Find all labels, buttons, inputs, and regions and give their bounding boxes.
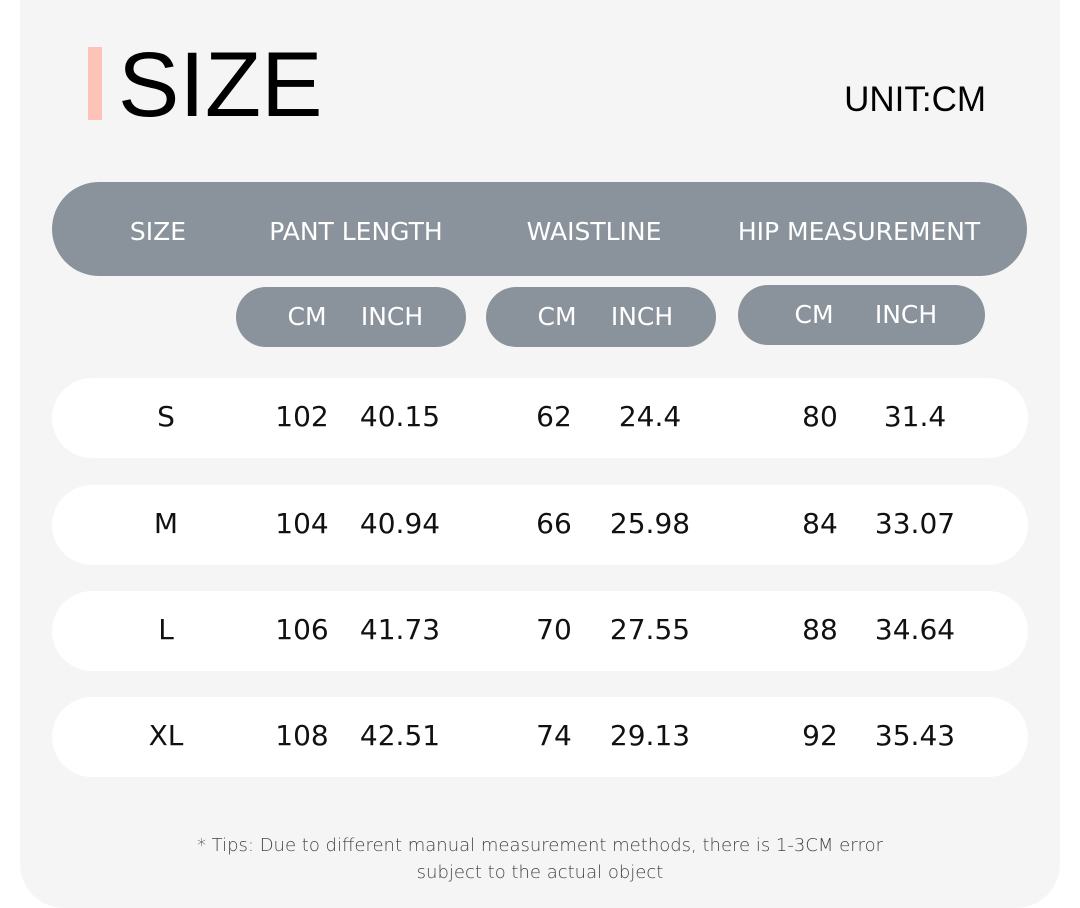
table-cell: 66 (536, 507, 572, 540)
table-cell: XL (148, 719, 184, 752)
table-cell: 25.98 (609, 507, 691, 540)
table-cell: M (153, 507, 179, 540)
table-cell: 41.73 (359, 613, 441, 646)
waistline-subheader (486, 287, 716, 347)
table-cell: 74 (536, 719, 572, 752)
table-cell: 35.43 (874, 719, 956, 752)
column-header: SIZE (129, 217, 187, 246)
tips-line-1: * Tips: Due to different manual measurem… (196, 835, 884, 856)
table-cell: S (157, 400, 175, 433)
table-cell: 40.94 (359, 507, 441, 540)
table-cell: 31.4 (883, 400, 947, 433)
column-header: PANT LENGTH (269, 217, 443, 246)
table-row (52, 485, 1028, 565)
table-cell: 40.15 (359, 400, 441, 433)
hip-subheader (738, 285, 985, 345)
table-cell: 106 (275, 613, 329, 646)
subcolumn-header: CM (287, 302, 327, 331)
table-cell: 88 (802, 613, 838, 646)
tips-note: * Tips: Due to different manual measurem… (0, 832, 1080, 886)
table-cell: 84 (802, 507, 838, 540)
subcolumn-header: CM (537, 302, 577, 331)
table-cell: L (158, 613, 174, 646)
table-cell: 24.4 (618, 400, 682, 433)
table-cell: 34.64 (874, 613, 956, 646)
page-title: SIZE (118, 34, 323, 136)
table-cell: 27.55 (609, 613, 691, 646)
subcolumn-header: CM (794, 300, 834, 329)
column-header: WAISTLINE (526, 217, 662, 246)
subcolumn-header: INCH (874, 300, 938, 329)
table-cell: 42.51 (359, 719, 441, 752)
table-cell: 108 (275, 719, 329, 752)
table-cell: 92 (802, 719, 838, 752)
table-cell: 70 (536, 613, 572, 646)
table-row (52, 378, 1028, 458)
table-row (52, 591, 1028, 671)
tips-line-2: subject to the actual object (416, 862, 664, 883)
table-cell: 102 (275, 400, 329, 433)
subcolumn-header: INCH (610, 302, 674, 331)
column-header: HIP MEASUREMENT (737, 217, 981, 246)
title-accent-bar (88, 47, 102, 120)
unit-label: UNIT:CM (844, 80, 986, 119)
table-cell: 104 (275, 507, 329, 540)
subcolumn-header: INCH (360, 302, 424, 331)
table-cell: 33.07 (874, 507, 956, 540)
table-cell: 62 (536, 400, 572, 433)
header-bar (52, 182, 1027, 276)
table-row (52, 697, 1028, 777)
pant-length-subheader (236, 287, 466, 347)
table-cell: 80 (802, 400, 838, 433)
table-cell: 29.13 (609, 719, 691, 752)
